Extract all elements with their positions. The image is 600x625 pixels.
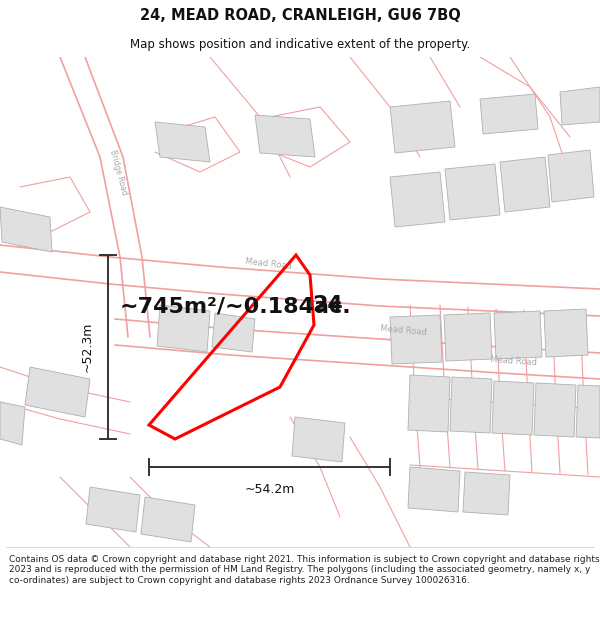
Polygon shape <box>492 381 534 435</box>
Polygon shape <box>534 383 576 437</box>
Polygon shape <box>544 309 588 357</box>
Text: Mead Road: Mead Road <box>490 355 537 367</box>
Polygon shape <box>450 377 492 433</box>
Polygon shape <box>560 87 600 125</box>
Polygon shape <box>212 313 255 352</box>
Text: Map shows position and indicative extent of the property.: Map shows position and indicative extent… <box>130 38 470 51</box>
Polygon shape <box>255 115 315 157</box>
Text: Mead Road: Mead Road <box>380 324 427 338</box>
Text: ~52.3m: ~52.3m <box>81 322 94 372</box>
Text: Mead Road: Mead Road <box>245 257 292 271</box>
Text: Contains OS data © Crown copyright and database right 2021. This information is : Contains OS data © Crown copyright and d… <box>9 555 599 584</box>
Polygon shape <box>60 57 150 337</box>
Polygon shape <box>157 305 210 352</box>
Polygon shape <box>390 101 455 153</box>
Polygon shape <box>141 497 195 542</box>
Polygon shape <box>292 417 345 462</box>
Polygon shape <box>115 319 600 379</box>
Polygon shape <box>480 94 538 134</box>
Text: Bridge Road: Bridge Road <box>108 148 129 196</box>
Text: ~745m²/~0.184ac.: ~745m²/~0.184ac. <box>120 297 352 317</box>
Text: ~54.2m: ~54.2m <box>244 483 295 496</box>
Polygon shape <box>548 150 594 202</box>
Polygon shape <box>463 472 510 515</box>
Polygon shape <box>408 467 460 512</box>
Polygon shape <box>86 487 140 532</box>
Text: 24, MEAD ROAD, CRANLEIGH, GU6 7BQ: 24, MEAD ROAD, CRANLEIGH, GU6 7BQ <box>140 9 460 24</box>
Polygon shape <box>25 367 90 417</box>
Polygon shape <box>408 375 450 432</box>
Polygon shape <box>0 402 25 445</box>
Polygon shape <box>444 313 492 361</box>
Polygon shape <box>494 311 542 359</box>
Polygon shape <box>390 315 442 364</box>
Polygon shape <box>445 164 500 220</box>
Polygon shape <box>390 172 445 227</box>
Polygon shape <box>0 245 600 316</box>
Polygon shape <box>576 385 600 438</box>
Polygon shape <box>155 122 210 162</box>
Polygon shape <box>500 157 550 212</box>
Text: 24: 24 <box>312 295 343 315</box>
Polygon shape <box>0 207 52 252</box>
